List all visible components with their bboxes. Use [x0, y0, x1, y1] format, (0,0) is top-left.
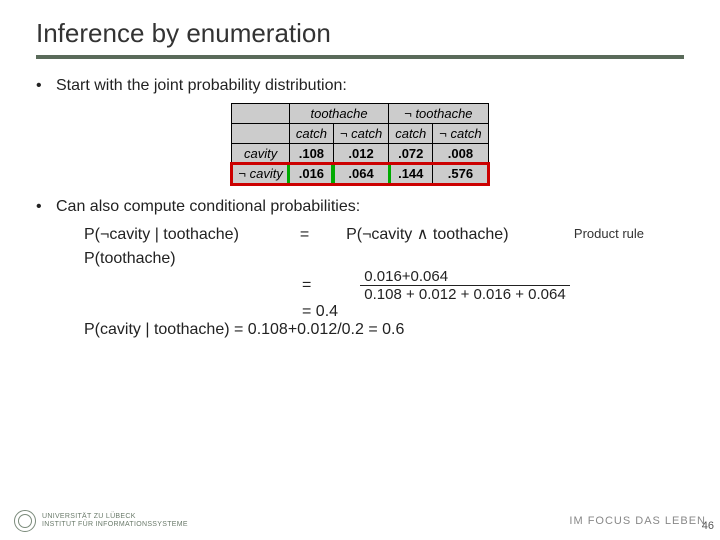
calc-fraction-line: = 0.016+0.064 0.108 + 0.012 + 0.016 + 0.…: [84, 268, 684, 303]
table-cell-empty: [232, 124, 289, 144]
calc-eq: =: [302, 277, 311, 294]
table-row-label: cavity: [232, 144, 289, 164]
uni-name: UNIVERSITÄT ZU LÜBECK: [42, 513, 188, 521]
table-header: catch: [289, 124, 333, 144]
table-cell: .072: [389, 144, 433, 164]
calc-lhs: P(¬cavity | toothache): [84, 226, 239, 243]
bullet-text: Start with the joint probability distrib…: [56, 77, 684, 95]
table-cell: .144: [389, 164, 433, 184]
table-row-highlighted: ¬ cavity .016 .064 .144 .576: [232, 164, 488, 184]
calc-eq: =: [300, 226, 309, 243]
aside-note: Product rule: [574, 226, 644, 241]
table-cell-highlighted: .064: [333, 164, 388, 184]
calc-line: P(¬cavity | toothache) = P(¬cavity ∧ too…: [84, 224, 684, 244]
table-row: cavity .108 .012 .072 .008: [232, 144, 488, 164]
probability-table-wrap: toothache ¬ toothache catch ¬ catch catc…: [36, 103, 684, 184]
slide-footer: UNIVERSITÄT ZU LÜBECK INSTITUT FÜR INFOR…: [0, 502, 720, 540]
institute-name: INSTITUT FÜR INFORMATIONSSYSTEME: [42, 521, 188, 529]
table-header: ¬ toothache: [389, 104, 488, 124]
table-header: ¬ catch: [433, 124, 488, 144]
bullet-marker: •: [36, 198, 56, 216]
calc-result: = 0.4: [84, 303, 684, 321]
table-cell: .576: [433, 164, 488, 184]
table-row: catch ¬ catch catch ¬ catch: [232, 124, 488, 144]
table-cell-empty: [232, 104, 289, 124]
fraction-denominator: 0.108 + 0.012 + 0.016 + 0.064: [360, 286, 569, 303]
probability-table: toothache ¬ toothache catch ¬ catch catc…: [231, 103, 488, 184]
logo-text: UNIVERSITÄT ZU LÜBECK INSTITUT FÜR INFOR…: [42, 513, 188, 528]
slide: Inference by enumeration • Start with th…: [0, 0, 720, 540]
logo-seal-icon: [14, 510, 36, 532]
page-number: 46: [702, 520, 714, 532]
table-header: catch: [389, 124, 433, 144]
calc-line: P(toothache): [84, 250, 684, 268]
table-header: toothache: [289, 104, 388, 124]
table-header: ¬ catch: [333, 124, 388, 144]
fraction: 0.016+0.064 0.108 + 0.012 + 0.016 + 0.06…: [360, 268, 569, 303]
calc-rhs: P(¬cavity ∧ toothache): [346, 226, 508, 243]
fraction-numerator: 0.016+0.064: [360, 268, 569, 286]
university-logo: UNIVERSITÄT ZU LÜBECK INSTITUT FÜR INFOR…: [14, 510, 188, 532]
footer-motto: IM FOCUS DAS LEBEN: [569, 515, 706, 527]
table-row: toothache ¬ toothache: [232, 104, 488, 124]
calc-result: P(cavity | toothache) = 0.108+0.012/0.2 …: [84, 321, 684, 339]
bullet-item: • Can also compute conditional probabili…: [36, 198, 684, 216]
bullet-marker: •: [36, 77, 56, 95]
table-cell: .012: [333, 144, 388, 164]
bullet-item: • Start with the joint probability distr…: [36, 77, 684, 95]
table-row-label: ¬ cavity: [232, 164, 289, 184]
page-title: Inference by enumeration: [36, 18, 684, 49]
calculation-block: P(¬cavity | toothache) = P(¬cavity ∧ too…: [36, 224, 684, 339]
table-cell-highlighted: .016: [289, 164, 333, 184]
title-rule: [36, 55, 684, 59]
bullet-text: Can also compute conditional probabiliti…: [56, 198, 684, 216]
table-cell: .108: [289, 144, 333, 164]
table-cell: .008: [433, 144, 488, 164]
